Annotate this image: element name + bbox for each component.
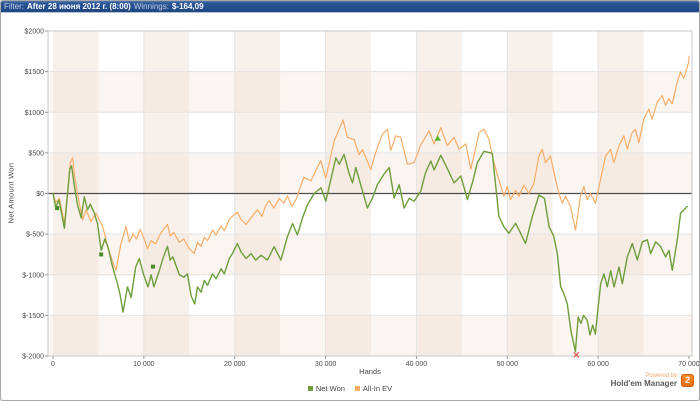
chart-legend: Net Won All-In EV	[1, 381, 699, 395]
svg-text:60 000: 60 000	[587, 361, 609, 368]
svg-text:$1500: $1500	[25, 69, 45, 76]
all-in-ev-swatch-icon	[354, 385, 360, 391]
filter-label: Filter:	[4, 2, 24, 11]
svg-text:$-1500: $-1500	[22, 313, 44, 320]
x-axis-title: Hands	[359, 367, 381, 376]
svg-text:70 000: 70 000	[678, 361, 700, 368]
svg-text:40 000: 40 000	[406, 361, 428, 368]
powered-by-label: Powered by	[645, 373, 677, 379]
net-won-swatch-icon	[307, 385, 313, 391]
holdem-manager-brand: Powered by Hold'em Manager 2	[611, 373, 694, 388]
svg-text:$-500: $-500	[26, 232, 44, 239]
hm2-logo-icon: 2	[681, 374, 694, 387]
legend-item-all-in-ev[interactable]: All-In EV	[354, 383, 393, 393]
svg-text:50 000: 50 000	[497, 361, 519, 368]
svg-text:20 000: 20 000	[224, 361, 246, 368]
legend-label-all-in-ev: All-In EV	[362, 383, 393, 393]
svg-text:30 000: 30 000	[315, 361, 337, 368]
legend-item-net-won[interactable]: Net Won	[307, 383, 345, 393]
filter-value: After 28 июня 2012 г. (8:00)	[27, 2, 131, 11]
svg-text:$-1000: $-1000	[22, 272, 44, 279]
svg-text:10 000: 10 000	[133, 361, 155, 368]
svg-text:$2000: $2000	[25, 29, 45, 36]
svg-text:$1000: $1000	[25, 110, 45, 117]
svg-text:$0: $0	[36, 191, 44, 198]
winnings-label: Winnings:	[133, 2, 169, 11]
svg-text:0: 0	[51, 361, 55, 368]
svg-text:$500: $500	[28, 150, 44, 157]
legend-label-net-won: Net Won	[315, 383, 345, 393]
winnings-value: $-164,09	[171, 2, 204, 11]
svg-text:$-2000: $-2000	[22, 354, 44, 361]
brand-name: Hold'em Manager	[610, 379, 677, 388]
filter-title-bar: Filter: After 28 июня 2012 г. (8:00) Winni…	[1, 1, 699, 13]
y-axis-title: Net Amount Won	[6, 162, 16, 224]
